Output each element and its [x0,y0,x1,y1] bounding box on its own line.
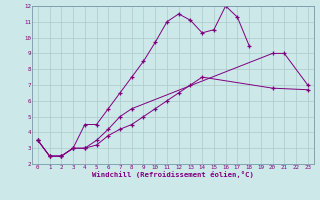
X-axis label: Windchill (Refroidissement éolien,°C): Windchill (Refroidissement éolien,°C) [92,171,254,178]
